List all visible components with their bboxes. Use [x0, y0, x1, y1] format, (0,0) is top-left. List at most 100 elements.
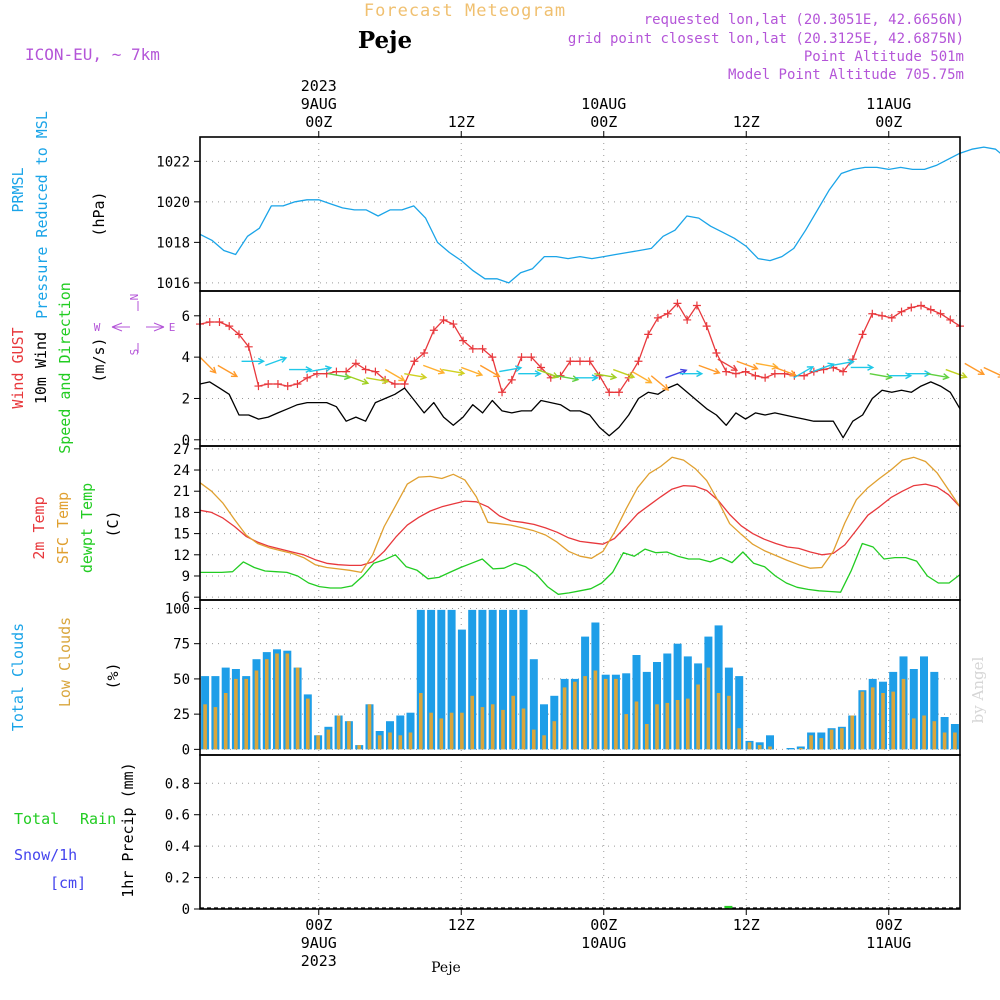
footer-location: Peje [431, 960, 461, 976]
wind-arrow [717, 358, 738, 371]
bottom-time-label: 00Z [875, 916, 902, 934]
y-tick-label: 1022 [156, 154, 190, 170]
low-cloud-bar [203, 704, 207, 750]
wind-arrow [650, 375, 669, 391]
wind-arrow [665, 369, 687, 379]
low-cloud-bar [573, 681, 577, 750]
precip-snow-label: Snow/1h [14, 846, 77, 864]
location-title: Peje [358, 27, 412, 54]
y-tick-label: 27 [173, 442, 190, 458]
wind-arrow-head [361, 378, 370, 385]
y-tick-label: 25 [173, 707, 190, 723]
total-cloud-bar [540, 704, 548, 750]
wind-arrow-head [381, 377, 390, 385]
gust-marker [449, 320, 458, 329]
gust-marker [459, 336, 468, 345]
wind-arrow [199, 356, 217, 374]
bottom-time-label: 00Z [305, 916, 332, 934]
gust-marker [264, 380, 273, 388]
total-cloud-bar [499, 609, 507, 750]
low-cloud-bar [552, 721, 557, 750]
wind-arrow [983, 366, 1000, 376]
gust-marker [673, 299, 682, 308]
gust-marker [761, 373, 770, 382]
gust-marker [907, 303, 916, 312]
low-cloud-bar [306, 698, 310, 750]
low-cloud-bar [634, 701, 639, 750]
temperature-panel: 6 9 12 15 18 21 24 27 [173, 442, 961, 606]
gust-marker [410, 357, 419, 366]
sfc-label: SFC Temp [54, 492, 72, 564]
low-cloud-bar [254, 670, 259, 750]
low-cloud-bar [275, 653, 279, 750]
low-cloud-bar [398, 735, 403, 750]
wind-arrow [926, 372, 949, 379]
low-cloud-bar [922, 715, 926, 750]
wind-arrow-head [627, 372, 636, 379]
low-cloud-bar [932, 721, 937, 750]
gust-marker [283, 382, 292, 391]
low-cloud-bar [665, 702, 670, 750]
wind-arrow-head [827, 362, 835, 370]
cloud-unit: (%) [104, 662, 122, 689]
gust-marker [858, 330, 867, 339]
gust-marker [751, 371, 760, 380]
wind-arrow [793, 366, 814, 379]
panel-frame [199, 754, 961, 910]
total-cloud-bar [468, 609, 477, 750]
low-cloud-bar [757, 745, 762, 750]
wind-arrow [945, 368, 967, 378]
low-cloud-bar [295, 667, 300, 750]
low-cloud-bar [624, 714, 628, 750]
low-cloud-bar [439, 718, 444, 750]
low-cloud-bar [285, 653, 290, 750]
low-cloud-bar [799, 748, 803, 750]
low-cloud-bar [460, 712, 464, 750]
wind-arrow-head [713, 367, 721, 375]
low-cloud-bar [850, 715, 854, 750]
gust-marker [634, 357, 643, 366]
low-cloud-bar [686, 698, 690, 750]
low-cloud-bar [953, 732, 957, 750]
wind-arrow-head [696, 370, 704, 378]
y-tick-label: 0 [182, 433, 190, 449]
precip-cm-label: [cm] [50, 874, 86, 892]
total-cloud-bar [478, 609, 487, 750]
y-tick-label: 50 [173, 672, 190, 688]
wind-arrow-head [257, 357, 266, 365]
gust-marker [878, 311, 887, 320]
low-cloud-bar [942, 732, 947, 750]
low-cloud-bar [244, 678, 248, 750]
gust-marker [312, 369, 321, 378]
gust-marker [507, 375, 516, 384]
wind-arrow [442, 368, 465, 375]
wind-arrow-head [609, 373, 618, 381]
gust-marker [234, 330, 243, 339]
pressure-label-msl: Pressure Reduced to MSL [33, 111, 51, 319]
model-altitude: Model Point Altitude 705.75m [728, 67, 964, 83]
low-cloud-bar [326, 729, 331, 750]
low-cloud-bar [511, 695, 515, 750]
low-cloud-bar [490, 704, 495, 750]
wind-arrow [461, 366, 483, 376]
top-time-label: 2023 [301, 77, 337, 95]
gust-marker [819, 365, 828, 374]
total-cloud-bar [519, 609, 528, 750]
low-cloud-label: Low Clouds [56, 617, 74, 707]
low-cloud-bar [357, 745, 361, 750]
gust-marker [770, 369, 779, 378]
wind-arrow [328, 372, 351, 379]
compass-arrows-icon [111, 301, 165, 353]
y-tick-label: 0.4 [165, 839, 190, 855]
wind-arrow-head [534, 370, 542, 378]
gust-marker [303, 373, 312, 382]
low-cloud-bar [213, 707, 218, 750]
low-cloud-bar [614, 678, 618, 750]
y-tick-label: 1020 [156, 195, 190, 211]
total-cloud-bar [663, 653, 672, 750]
y-tick-label: 6 [182, 590, 190, 606]
precip-total-label: Total [14, 810, 59, 828]
low-cloud-bar [388, 732, 392, 750]
top-time-label: 10AUG [581, 95, 626, 113]
